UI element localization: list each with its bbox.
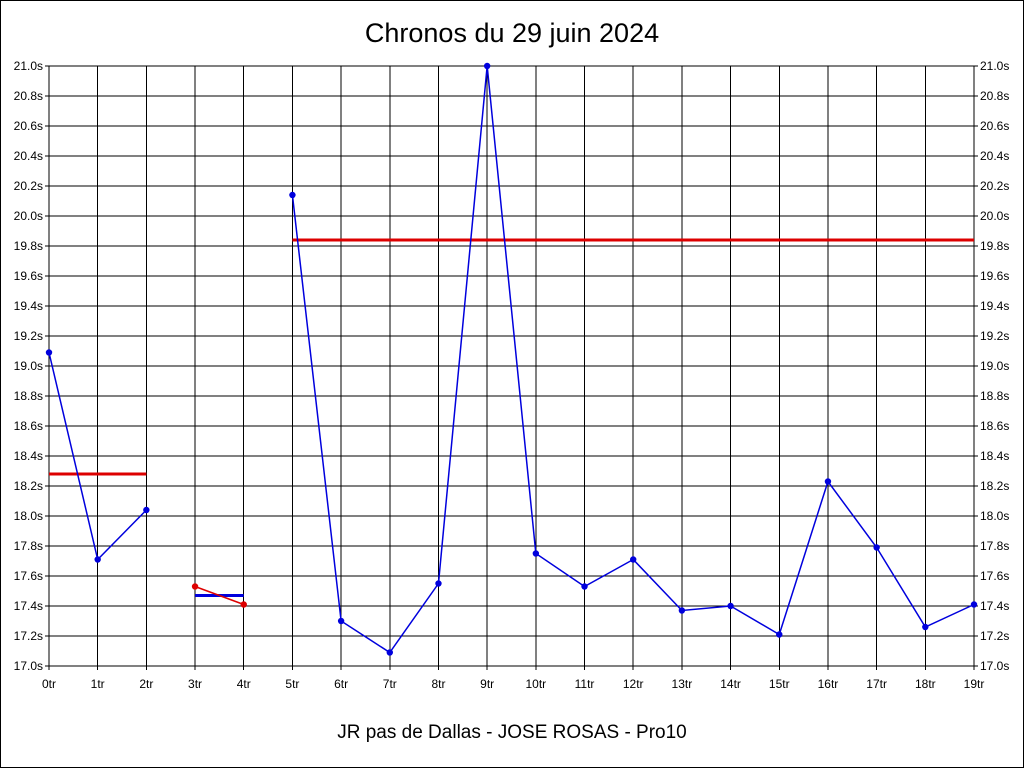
- y-tick-label-left: 17.0s: [14, 659, 43, 673]
- y-tick-label-right: 20.8s: [980, 89, 1009, 103]
- y-tick-label-left: 17.8s: [14, 539, 43, 553]
- x-tick-label: 10tr: [525, 677, 546, 691]
- y-tick-label-right: 21.0s: [980, 59, 1009, 73]
- data-point: [191, 583, 199, 590]
- y-tick-label-left: 20.8s: [14, 89, 43, 103]
- data-point: [727, 602, 734, 610]
- x-tick-label: 19tr: [964, 677, 985, 691]
- data-point: [289, 191, 296, 199]
- x-tick-label: 18tr: [915, 677, 936, 691]
- x-tick-label: 17tr: [866, 677, 887, 691]
- series-line: [194, 585, 244, 606]
- y-tick-label-right: 17.6s: [980, 569, 1009, 583]
- data-point: [630, 556, 637, 563]
- series: [289, 62, 978, 656]
- y-tick-label-right: 18.2s: [980, 479, 1009, 493]
- y-tick-label-right: 18.6s: [980, 419, 1009, 433]
- data-point: [922, 623, 929, 631]
- data-point: [873, 544, 880, 551]
- y-tick-label-left: 19.4s: [14, 299, 43, 313]
- data-point: [678, 607, 686, 614]
- y-tick-label-right: 18.4s: [980, 449, 1009, 463]
- y-tick-label-right: 19.6s: [980, 269, 1009, 283]
- data-point: [94, 556, 101, 563]
- y-tick-label-left: 19.0s: [14, 359, 43, 373]
- data-point: [143, 506, 150, 514]
- x-tick-label: 11tr: [575, 677, 595, 691]
- x-tick-label: 8tr: [431, 677, 445, 691]
- data-point: [386, 649, 393, 656]
- y-tick-label-left: 18.4s: [14, 449, 43, 463]
- x-tick-label: 16tr: [818, 677, 839, 691]
- x-tick-label: 6tr: [334, 677, 348, 691]
- y-tick-label-right: 20.2s: [980, 179, 1009, 193]
- data-point: [337, 617, 345, 625]
- y-tick-label-left: 19.8s: [14, 239, 43, 253]
- y-tick-label-right: 17.2s: [980, 629, 1009, 643]
- x-tick-label: 2tr: [139, 677, 153, 691]
- data-point: [970, 601, 978, 608]
- chart-subtitle: JR pas de Dallas - JOSE ROSAS - Pro10: [337, 722, 687, 743]
- y-tick-label-right: 20.6s: [980, 119, 1009, 133]
- data-point: [824, 478, 832, 485]
- x-tick-label: 13tr: [672, 677, 693, 691]
- y-tick-label-left: 21.0s: [14, 59, 43, 73]
- x-tick-label: 5tr: [285, 677, 299, 691]
- y-tick-label-left: 20.4s: [14, 149, 43, 163]
- y-tick-label-left: 19.2s: [14, 329, 43, 343]
- y-tick-label-left: 18.8s: [14, 389, 43, 403]
- data-point: [581, 583, 588, 590]
- data-point: [435, 580, 442, 587]
- x-tick-label: 0tr: [42, 677, 56, 691]
- y-tick-label-left: 18.0s: [14, 509, 43, 523]
- y-tick-label-right: 17.0s: [980, 659, 1009, 673]
- x-tick-label: 7tr: [383, 677, 397, 691]
- y-tick-label-left: 18.2s: [14, 479, 43, 493]
- y-tick-label-right: 19.8s: [980, 239, 1009, 253]
- data-point: [483, 62, 491, 70]
- data-point: [45, 349, 53, 356]
- x-tick-label: 9tr: [480, 677, 494, 691]
- y-tick-label-right: 17.4s: [980, 599, 1009, 613]
- y-tick-label-left: 17.2s: [14, 629, 43, 643]
- y-tick-label-left: 17.4s: [14, 599, 43, 613]
- y-tick-label-left: 20.2s: [14, 179, 43, 193]
- y-tick-label-right: 19.2s: [980, 329, 1009, 343]
- y-tick-label-left: 18.6s: [14, 419, 43, 433]
- y-tick-label-right: 19.0s: [980, 359, 1009, 373]
- y-tick-label-right: 18.0s: [980, 509, 1009, 523]
- x-tick-label: 3tr: [188, 677, 202, 691]
- y-tick-label-right: 20.4s: [980, 149, 1009, 163]
- x-tick-label: 1tr: [91, 677, 105, 691]
- y-tick-label-right: 17.8s: [980, 539, 1009, 553]
- x-tick-label: 15tr: [769, 677, 790, 691]
- y-tick-label-left: 20.0s: [14, 209, 43, 223]
- series: [191, 583, 247, 608]
- y-tick-label-right: 19.4s: [980, 299, 1009, 313]
- y-tick-label-left: 20.6s: [14, 119, 43, 133]
- y-tick-label-right: 20.0s: [980, 209, 1009, 223]
- data-point: [240, 601, 247, 608]
- y-tick-label-right: 18.8s: [980, 389, 1009, 403]
- x-tick-label: 4tr: [237, 677, 251, 691]
- x-tick-label: 14tr: [720, 677, 741, 691]
- data-point: [776, 631, 783, 638]
- chart-title: Chronos du 29 juin 2024: [364, 18, 660, 48]
- x-tick-label: 12tr: [623, 677, 644, 691]
- axes: 17.0s 17.0s 17.2s 17.2s 17.4s 17.4s 17.6s 17.6s…: [14, 59, 1010, 691]
- data-point: [532, 550, 540, 557]
- y-tick-label-left: 19.6s: [14, 269, 43, 283]
- series: [45, 349, 150, 563]
- grid-lines: [48, 65, 975, 667]
- y-tick-label-left: 17.6s: [14, 569, 43, 583]
